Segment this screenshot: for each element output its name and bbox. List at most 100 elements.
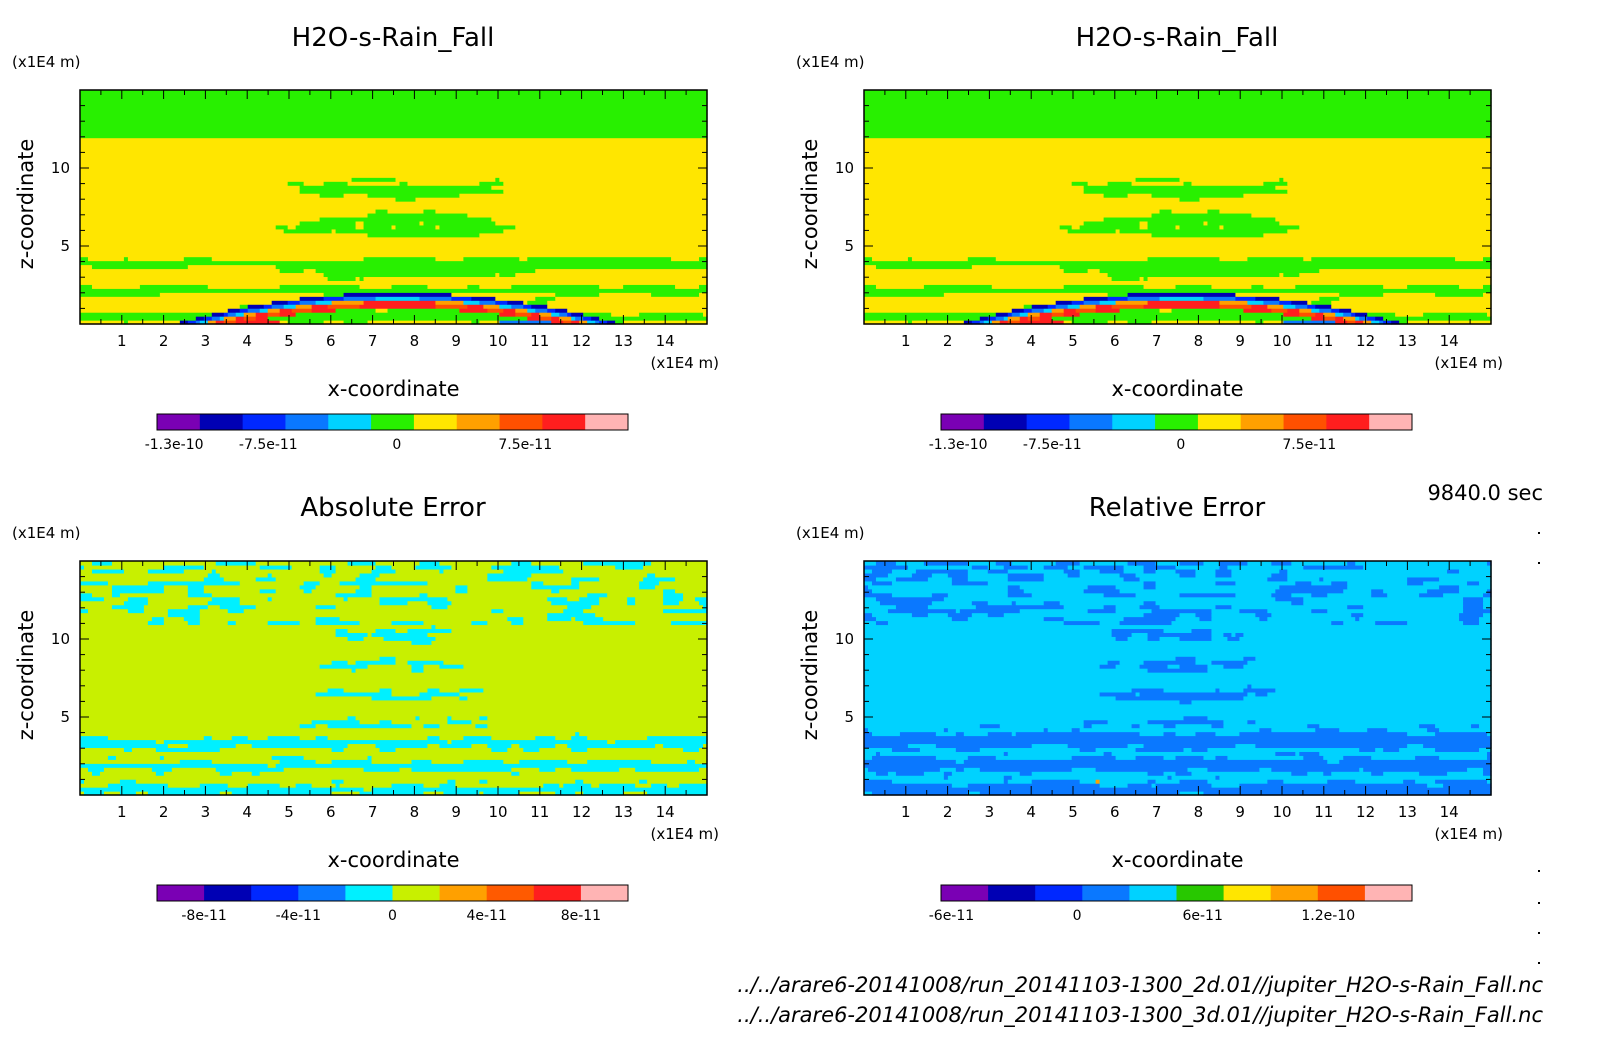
heatmap-cell xyxy=(527,308,536,313)
heatmap-cell xyxy=(864,683,1248,689)
heatmap-cell xyxy=(263,304,273,309)
heatmap-cell xyxy=(187,588,205,594)
heatmap-cell xyxy=(80,771,93,776)
heatmap-cell xyxy=(80,320,125,325)
heatmap-cell xyxy=(1231,568,1280,574)
heatmap-cell xyxy=(1055,561,1081,566)
heatmap-cell xyxy=(395,628,409,633)
y-unit-label: (x1E4 m) xyxy=(796,53,865,71)
heatmap-cell xyxy=(80,644,708,649)
heatmap-cell xyxy=(1383,284,1408,289)
heatmap-cell xyxy=(459,695,468,701)
heatmap-cell xyxy=(871,580,893,586)
heatmap-cell xyxy=(864,695,1117,701)
heatmap-cell xyxy=(555,735,572,741)
heatmap-cell xyxy=(1019,584,1089,590)
heatmap-cell xyxy=(163,620,189,626)
heatmap-cell xyxy=(80,145,708,151)
heatmap-cell xyxy=(1467,767,1484,772)
heatmap-cell xyxy=(1119,660,1145,665)
heatmap-cell xyxy=(519,791,556,796)
heatmap-cell xyxy=(1219,224,1225,230)
heatmap-cell xyxy=(507,300,524,305)
heatmap-cell xyxy=(103,767,153,772)
heatmap-cell xyxy=(543,783,560,788)
heatmap-cell xyxy=(864,296,1085,301)
heatmap-cell xyxy=(87,767,105,772)
heatmap-cell xyxy=(1251,284,1264,289)
heatmap-cell xyxy=(864,300,1057,305)
x-tick-label: 9 xyxy=(451,332,461,350)
colorbar-swatch xyxy=(328,414,372,430)
heatmap-cell xyxy=(1155,561,1181,566)
heatmap-cell xyxy=(203,316,213,321)
heatmap-cell xyxy=(587,320,596,325)
heatmap-cell xyxy=(1107,320,1129,325)
heatmap-cell xyxy=(864,113,1492,119)
heatmap-cell xyxy=(1059,600,1145,606)
colorbar-tick-label: 6e-11 xyxy=(1182,908,1222,924)
heatmap-cell xyxy=(399,181,409,186)
heatmap-cell xyxy=(635,600,664,606)
heatmap-cell xyxy=(1111,304,1145,309)
heatmap-cell xyxy=(80,173,708,178)
heatmap-cell xyxy=(1343,620,1376,626)
heatmap-cell xyxy=(1243,664,1492,669)
heatmap-cell xyxy=(1007,312,1013,317)
heatmap-cell xyxy=(1127,320,1153,325)
heatmap-cell xyxy=(1207,668,1492,673)
heatmap-cell xyxy=(1071,767,1097,772)
heatmap-cell xyxy=(339,616,508,622)
heatmap-cell xyxy=(80,656,381,661)
heatmap-cell xyxy=(927,612,949,618)
heatmap-cell xyxy=(1163,628,1193,633)
heatmap-cell xyxy=(111,561,217,566)
heatmap-cell xyxy=(1415,779,1436,784)
heatmap-cell xyxy=(1215,604,1233,610)
heatmap-cell xyxy=(1383,316,1492,321)
heatmap-cell xyxy=(1299,308,1312,313)
heatmap-cell xyxy=(467,304,484,309)
heatmap-cell xyxy=(419,220,425,226)
heatmap-cell xyxy=(1203,755,1217,760)
file-path-3d: ../../arare6-20141008/run_20141103-1300_… xyxy=(737,1003,1543,1028)
heatmap-cell xyxy=(864,189,1085,194)
heatmap-cell xyxy=(435,208,708,214)
heatmap-cell xyxy=(1271,572,1288,578)
heatmap-cell xyxy=(439,723,476,729)
heatmap-cell xyxy=(479,791,484,796)
heatmap-cell xyxy=(1227,564,1304,570)
heatmap-cell xyxy=(1003,612,1145,618)
heatmap-cell xyxy=(359,719,381,725)
heatmap-cell xyxy=(1187,767,1209,772)
heatmap-cell xyxy=(379,656,397,661)
heatmap-cell xyxy=(1007,316,1021,321)
heatmap-cell xyxy=(80,236,708,242)
heatmap-cell xyxy=(479,232,708,238)
heatmap-cell xyxy=(259,564,293,570)
heatmap-cell xyxy=(1307,304,1316,309)
x-tick-label: 5 xyxy=(284,803,294,821)
heatmap-cell xyxy=(431,695,460,701)
heatmap-cell xyxy=(479,181,504,186)
heatmap-cell xyxy=(471,719,708,725)
colorbar-swatch xyxy=(285,414,329,430)
heatmap-cell xyxy=(411,664,425,669)
heatmap-cell xyxy=(1195,731,1217,737)
heatmap-cell xyxy=(699,747,708,752)
heatmap-cell xyxy=(967,783,1101,788)
heatmap-cell xyxy=(1099,783,1129,788)
heatmap-cell xyxy=(951,771,1021,776)
heatmap-cell xyxy=(887,608,957,614)
heatmap-cell xyxy=(487,308,504,313)
heatmap-cell xyxy=(467,284,480,289)
colorbar-swatch xyxy=(1129,885,1177,901)
heatmap-cell xyxy=(80,707,708,713)
heatmap-cell xyxy=(487,743,512,749)
heatmap-cell xyxy=(1355,779,1404,784)
heatmap-cell xyxy=(411,723,425,729)
heatmap-cell xyxy=(491,735,536,741)
heatmap-cell xyxy=(1087,268,1101,274)
heatmap-cell xyxy=(519,256,528,262)
heatmap-cell xyxy=(683,592,708,598)
